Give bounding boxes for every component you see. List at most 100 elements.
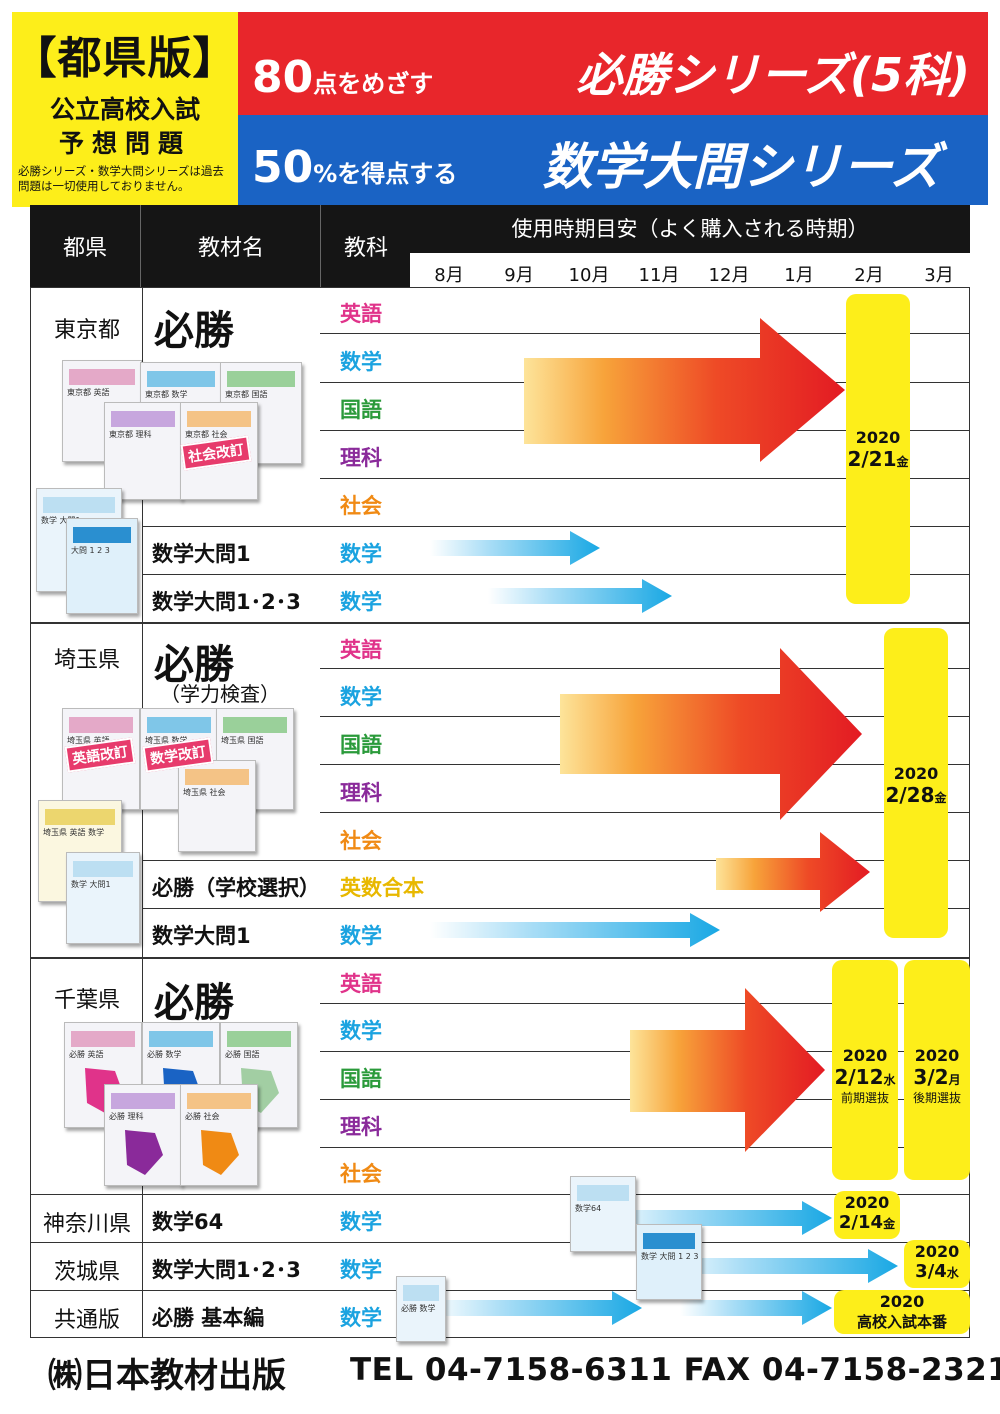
tokyo-daimon123: 数学大問1･2･3: [152, 590, 301, 614]
subject-social: 社会: [340, 494, 382, 518]
common-arrow-2: [680, 1291, 832, 1325]
hissho-banner-lead: 80点をめざす: [252, 52, 433, 103]
book-cover: 数学 大問 1 2 3: [636, 1224, 702, 1300]
subject-combined: 英数合本: [340, 876, 424, 900]
sugaku-banner-lead: 50%を得点する: [252, 142, 457, 193]
table-header: 都県 教材名 教科 使用時期目安（よく購入される時期） 8月 9月 10月 11…: [30, 205, 970, 287]
edition-label: 【都県版】: [12, 33, 238, 84]
subject-science: 理科: [340, 781, 382, 805]
saitama-hissho-title: 必勝: [154, 642, 234, 688]
sugaku-banner: 50%を得点する 数学大問シリーズ: [238, 115, 988, 205]
col-period: 使用時期目安（よく購入される時期）: [511, 217, 869, 241]
tokyo-daimon123-arrow: [488, 579, 672, 613]
kanagawa-material: 数学64: [152, 1210, 224, 1234]
saitama-hissho-sub: （学力検査）: [160, 682, 280, 706]
exam-year: 2020: [914, 1242, 960, 1261]
saitama-exam-date: 2020 2/28金: [884, 628, 948, 938]
hissho-banner: 80点をめざす 必勝シリーズ(5科): [238, 12, 988, 115]
subject-japanese: 国語: [340, 398, 382, 422]
subject-english: 英語: [340, 302, 382, 326]
month-label: 8月: [434, 265, 464, 286]
exam-label: 高校入試本番: [856, 1313, 947, 1331]
book-cover: 必勝 理科: [104, 1084, 182, 1186]
subject-social: 社会: [340, 829, 382, 853]
banner2-title: 数学大問シリーズ: [542, 138, 941, 196]
chiba-exam-date-2: 2020 3/2月 後期選抜: [904, 960, 970, 1180]
exam-year: 2020: [893, 764, 939, 783]
exam-date: 2/21: [847, 447, 897, 471]
chiba-hissho-arrow: [630, 988, 825, 1152]
subject-math: 数学: [340, 590, 382, 614]
book-cover: 必勝 英語: [64, 1022, 142, 1128]
month-label: 12月: [708, 265, 750, 286]
pref-saitama: 埼玉県: [53, 648, 120, 673]
ibaraki-exam-date: 2020 3/4水: [904, 1240, 970, 1288]
tokyo-exam-date: 2020 2/21金: [846, 294, 910, 604]
pref-common: 共通版: [53, 1308, 120, 1333]
kanagawa-exam-date: 2020 2/14金: [834, 1191, 900, 1239]
book-cover: 必勝 数学: [396, 1276, 446, 1342]
saitama-gakkou-senbatsu: 必勝（学校選択）: [152, 876, 320, 900]
contact-info: TEL 04-7158-6311 FAX 04-7158-2321: [350, 1352, 1000, 1388]
pref-ibaraki: 茨城県: [53, 1260, 120, 1285]
saitama-gakkou-arrow: [716, 832, 870, 912]
pref-kanagawa: 神奈川県: [42, 1212, 131, 1237]
book-cover: 大問 1 2 3: [66, 518, 138, 614]
saitama-daimon1: 数学大問1: [152, 924, 251, 948]
subject-japanese: 国語: [340, 1067, 382, 1091]
book-cover: 数学 大問1: [66, 852, 140, 944]
subject-math: 数学: [340, 685, 382, 709]
ibaraki-material: 数学大問1･2･3: [152, 1258, 301, 1282]
subject-english: 英語: [340, 638, 382, 662]
ibaraki-arrow: [660, 1249, 898, 1283]
subject-social: 社会: [340, 1162, 382, 1186]
exam-year: 2020: [842, 1046, 888, 1065]
tokyo-daimon1: 数学大問1: [152, 542, 251, 566]
chiba-hissho-title: 必勝: [154, 980, 234, 1026]
exam-date: 2/28: [885, 783, 935, 807]
book-cover: 埼玉県 社会: [178, 760, 256, 852]
exam-weekday: 水: [883, 1073, 896, 1087]
tokyo-daimon1-arrow: [430, 531, 600, 565]
exam-date: 2/14: [838, 1212, 884, 1233]
common-material: 必勝 基本編: [152, 1306, 265, 1330]
tokyo-hissho-arrow: [524, 318, 845, 462]
banner1-number: 80: [252, 52, 314, 103]
exam-weekday: 金: [883, 1217, 896, 1231]
banner1-title: 必勝シリーズ(5科): [576, 48, 970, 102]
subject-english: 英語: [340, 972, 382, 996]
pref-chiba: 千葉県: [53, 988, 120, 1013]
subtitle-line2: 予想問題: [58, 129, 191, 158]
map-icon: [201, 1130, 239, 1175]
exam-year: 2020: [855, 428, 901, 447]
exam-year: 2020: [914, 1046, 960, 1065]
exam-weekday: 水: [946, 1266, 959, 1280]
kanagawa-arrow: [600, 1201, 832, 1235]
col-material: 教材名: [140, 205, 321, 287]
subject-science: 理科: [340, 446, 382, 470]
exam-weekday: 金: [934, 791, 947, 805]
exam-note: 後期選抜: [912, 1091, 961, 1105]
edition-box: 【都県版】 公立高校入試 予想問題 必勝シリーズ・数学大問シリーズは過去問題は一…: [12, 12, 238, 207]
month-label: 3月: [924, 265, 954, 286]
subject-math: 数学: [340, 1019, 382, 1043]
common-exam-date: 2020 高校入試本番: [834, 1290, 970, 1334]
common-arrow-1: [430, 1291, 642, 1325]
exam-note: 前期選抜: [840, 1091, 889, 1105]
subject-math: 数学: [340, 350, 382, 374]
subject-math: 数学: [340, 1306, 382, 1330]
pref-tokyo: 東京都: [53, 318, 120, 343]
exam-year: 2020: [879, 1292, 925, 1311]
tokyo-hissho-title: 必勝: [154, 308, 234, 354]
book-cover: 数学64: [570, 1176, 636, 1252]
month-band: [410, 253, 970, 287]
chiba-exam-date-1: 2020 2/12水 前期選抜: [832, 960, 898, 1180]
subject-math: 数学: [340, 1210, 382, 1234]
exam-weekday: 金: [896, 455, 909, 469]
month-label: 10月: [568, 265, 610, 286]
subject-math: 数学: [340, 924, 382, 948]
exam-date: 2/12: [834, 1065, 884, 1089]
book-cover: 必勝 社会: [180, 1084, 258, 1186]
subject-science: 理科: [340, 1115, 382, 1139]
